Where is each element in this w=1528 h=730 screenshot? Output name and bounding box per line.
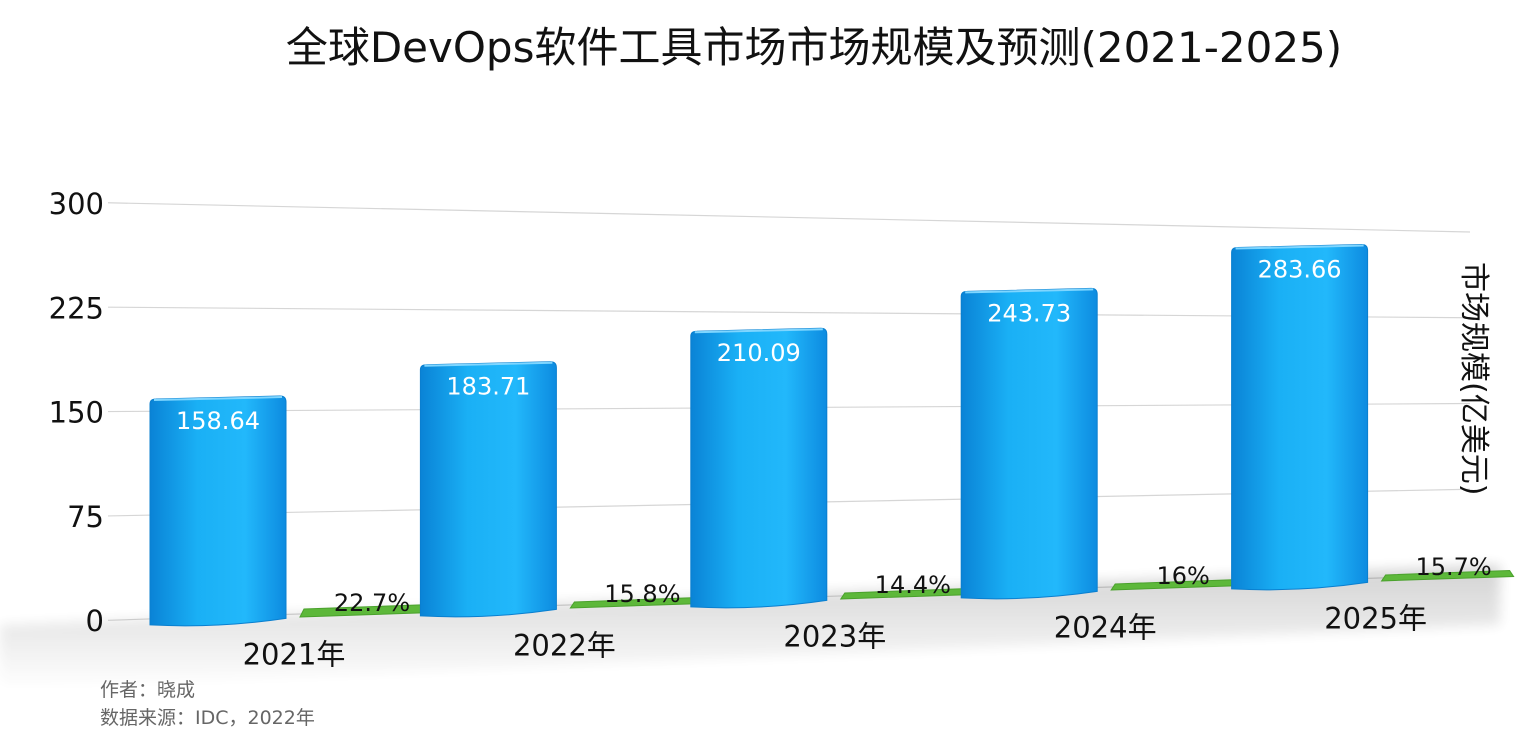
bars: 158.64 22.7% 183.71 15.8% 210.09 14.4% 243.73 1… — [149, 244, 1515, 627]
bar-market-size — [960, 287, 1098, 600]
bar-market-size — [690, 327, 828, 609]
data-label-growth-rate: 22.7% — [334, 589, 410, 617]
y-tick-label: 300 — [49, 187, 104, 221]
bar-market-size — [1231, 244, 1369, 591]
x-tick-labels: 2021年 2022年 2023年 2024年 2025年 — [243, 601, 1427, 671]
y-tick-label: 75 — [67, 500, 104, 534]
gridline — [107, 202, 1471, 233]
bar-growth-rate — [1380, 570, 1515, 582]
bar-top-highlight — [153, 396, 283, 402]
floor-shadow-band — [0, 565, 1500, 690]
y-axis-label: 市场规模(亿美元) — [1456, 262, 1491, 495]
bar-market-size — [149, 395, 287, 627]
data-label-growth-rate: 16% — [1157, 562, 1210, 590]
x-tick-label: 2025年 — [1324, 601, 1427, 635]
bar-top-highlight — [965, 288, 1094, 294]
x-tick-label: 2024年 — [1054, 610, 1157, 644]
y-tick-label: 225 — [49, 291, 104, 325]
data-label-growth-rate: 15.7% — [1415, 553, 1491, 581]
x-tick-label: 2021年 — [243, 637, 346, 671]
data-label-market-size: 183.71 — [446, 373, 530, 401]
bar-top-highlight — [424, 361, 553, 367]
author-note: 作者：晓成 — [100, 679, 196, 701]
floor-shadow — [0, 565, 1500, 690]
data-label-growth-rate: 14.4% — [875, 571, 951, 599]
data-label-market-size: 158.64 — [176, 407, 260, 435]
data-label-growth-rate: 15.8% — [604, 580, 680, 608]
data-label-market-size: 243.73 — [987, 299, 1071, 327]
bar-top-highlight — [1235, 244, 1364, 250]
x-tick-label: 2022年 — [513, 628, 616, 662]
source-note: 数据来源：IDC，2022年 — [100, 707, 315, 729]
y-tick-label: 150 — [49, 396, 104, 430]
x-tick-label: 2023年 — [783, 619, 886, 653]
bar-market-size — [419, 361, 557, 618]
data-label-market-size: 283.66 — [1258, 256, 1342, 284]
bar-top-highlight — [694, 328, 823, 334]
chart-title: 全球DevOps软件工具市场市场规模及预测(2021-2025) — [285, 23, 1343, 72]
data-label-market-size: 210.09 — [717, 339, 801, 367]
